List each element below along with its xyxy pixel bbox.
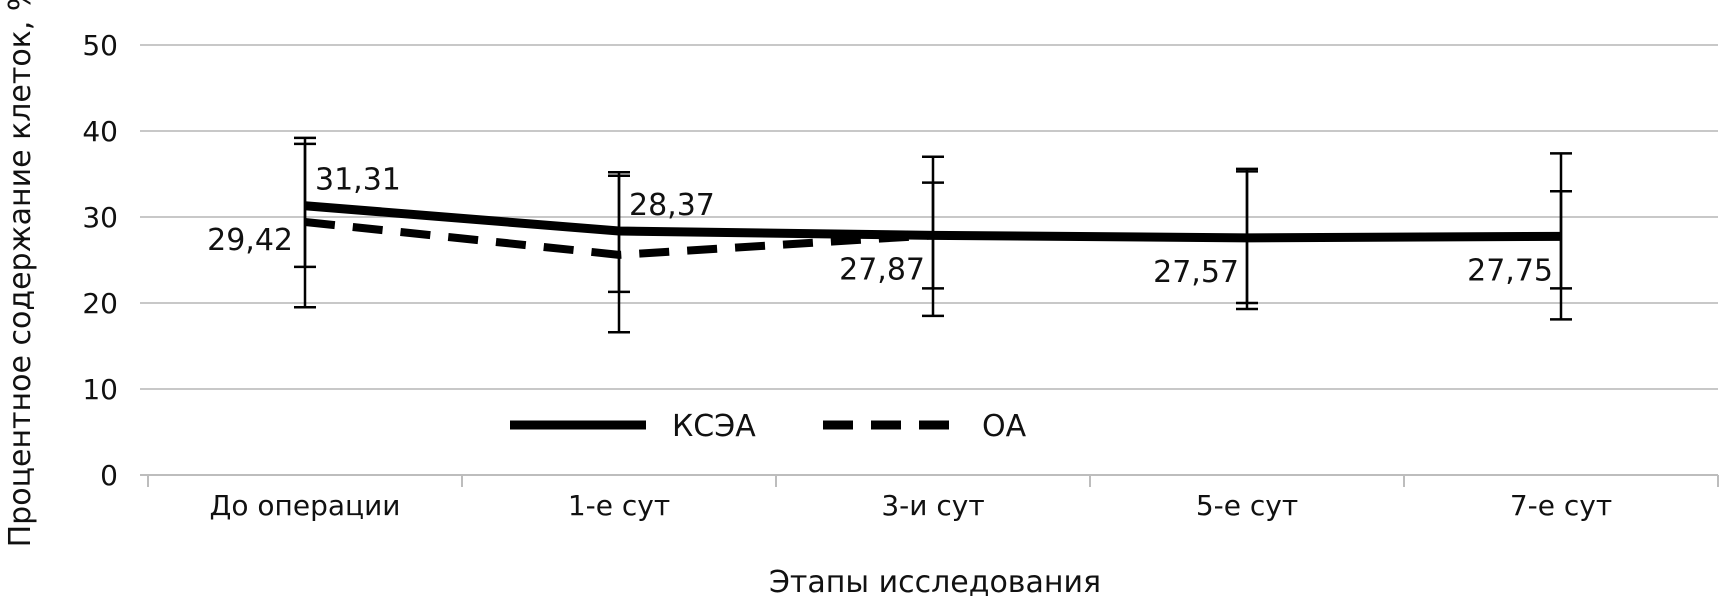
data-label: 31,31 bbox=[315, 163, 401, 198]
data-label: 29,42 bbox=[207, 223, 293, 258]
x-tick-label: 5-е сут bbox=[1196, 489, 1298, 522]
y-tick-40: 40 bbox=[82, 115, 118, 148]
x-axis bbox=[140, 474, 1719, 487]
x-tick-label: 7-е сут bbox=[1510, 489, 1612, 522]
y-tick-labels: 0 10 20 30 40 50 bbox=[82, 29, 118, 492]
y-tick-20: 20 bbox=[82, 287, 118, 320]
y-tick-0: 0 bbox=[100, 459, 118, 492]
data-labels: 31,31 28,37 29,42 27,87 27,57 27,75 bbox=[207, 163, 1553, 290]
error-bars bbox=[294, 136, 1572, 334]
grid-lines bbox=[140, 44, 1718, 390]
legend: КСЭА ОА bbox=[510, 409, 1027, 444]
data-label: 27,87 bbox=[839, 252, 925, 287]
x-tick-label: 3-и сут bbox=[881, 489, 984, 522]
legend-label: ОА bbox=[982, 409, 1027, 444]
data-label: 28,37 bbox=[629, 188, 715, 223]
y-tick-30: 30 bbox=[82, 201, 118, 234]
data-label: 27,57 bbox=[1153, 255, 1239, 290]
x-tick-label: 1-е сут bbox=[568, 489, 670, 522]
x-axis-title: Этапы исследования bbox=[769, 565, 1101, 600]
y-axis-title: Процентное содержание клеток, % bbox=[3, 0, 38, 547]
y-tick-10: 10 bbox=[82, 373, 118, 406]
y-tick-50: 50 bbox=[82, 29, 118, 62]
x-tick-labels: До операции 1-е сут 3-и сут 5-е сут 7-е сут bbox=[210, 489, 1613, 522]
data-label: 27,75 bbox=[1467, 253, 1553, 288]
legend-label: КСЭА bbox=[672, 409, 756, 444]
x-tick-label: До операции bbox=[210, 489, 401, 522]
